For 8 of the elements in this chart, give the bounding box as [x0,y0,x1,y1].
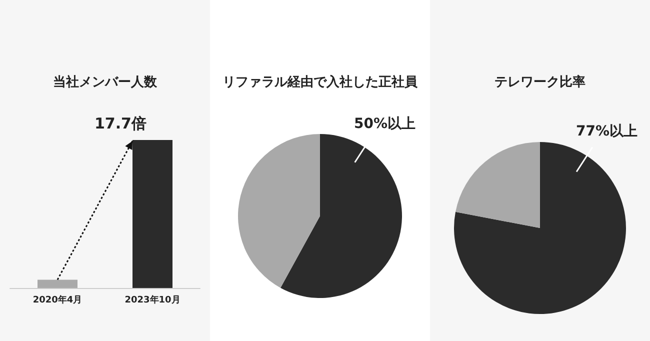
chart-title: 当社メンバー人数 [53,74,158,90]
x-tick-label: 2023年10月 [124,294,180,306]
annotation: 17.7倍 [94,114,146,132]
text: 50%以上 [354,116,416,132]
x-tick-label: 2020年4月 [32,294,82,306]
chart-title: テレワーク比率 [494,74,586,90]
text: 77%以上 [576,124,638,140]
chart-title: リファラル経由で入社した正社員 [222,74,418,90]
